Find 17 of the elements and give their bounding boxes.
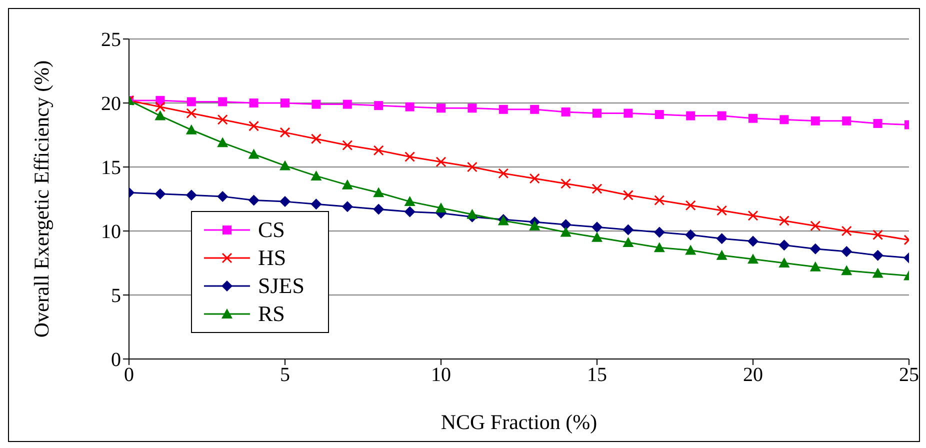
- legend-label: RS: [258, 300, 285, 328]
- x-tick-label: 10: [431, 364, 451, 386]
- y-tick-label: 20: [101, 93, 121, 116]
- x-tick-label: 20: [743, 364, 763, 386]
- y-tick-label: 10: [101, 221, 121, 244]
- y-tick-label: 5: [111, 285, 121, 308]
- legend-label: HS: [258, 244, 286, 272]
- x-tick-label: 15: [587, 364, 607, 386]
- legend-label: SJES: [258, 272, 304, 300]
- y-tick-label: 0: [111, 349, 121, 372]
- x-tick-label: 25: [899, 364, 919, 386]
- x-axis-title: NCG Fraction (%): [440, 410, 598, 434]
- y-tick-label: 25: [101, 29, 121, 52]
- y-axis-title: Overall Exergetic Efficiency (%): [29, 60, 54, 338]
- y-tick-label: 15: [101, 157, 121, 180]
- legend-label: CS: [258, 216, 285, 244]
- x-tick-label: 5: [280, 364, 290, 386]
